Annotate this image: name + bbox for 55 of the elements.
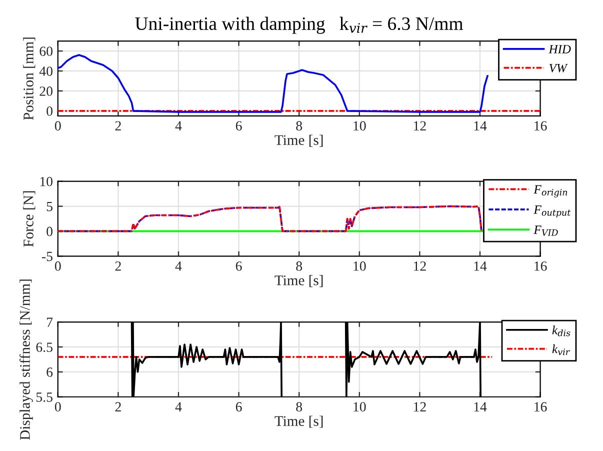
x-tick-label: 6 xyxy=(236,121,242,131)
legend-label: k$_{dis}$ xyxy=(552,326,570,336)
legend-label: VW xyxy=(549,64,568,72)
chart-title: Uni-inertia with damping k$_{vir}$ = 6.3 N/mm xyxy=(135,16,464,34)
y-tick-label: 0 xyxy=(46,226,52,236)
y-tick-label: 60 xyxy=(40,46,52,56)
x-tick-label: 12 xyxy=(414,121,426,130)
x-tick-label: 0 xyxy=(54,402,61,412)
y-tick-label: -5 xyxy=(42,252,52,262)
x-tick-label: 6 xyxy=(236,261,242,271)
legend-label: HID xyxy=(548,45,571,54)
y-tick-label: 10 xyxy=(40,176,52,186)
x-tick-label: 12 xyxy=(414,402,426,412)
x-tick-label: 2 xyxy=(115,261,121,271)
y-tick-label: 5 xyxy=(46,202,52,212)
y-tick-label: 5.5 xyxy=(36,392,52,402)
y-axis-title: Force [N] xyxy=(23,191,36,247)
y-axis-title: Displayed stiffness [N/mm] xyxy=(19,280,33,440)
x-tick-label: 4 xyxy=(175,121,182,130)
x-tick-label: 4 xyxy=(175,262,182,271)
x-tick-label: 10 xyxy=(354,261,366,271)
y-tick-label: 40 xyxy=(39,66,52,76)
x-tick-label: 8 xyxy=(296,261,302,271)
x-tick-label: 10 xyxy=(354,121,366,131)
y-tick-label: 6.5 xyxy=(36,342,52,352)
y-tick-label: 6 xyxy=(46,368,53,377)
x-axis-title: Time [s] xyxy=(274,275,323,288)
line-series xyxy=(58,54,488,113)
legend-label: F$_{origin}$ xyxy=(534,185,568,198)
x-tick-label: 16 xyxy=(534,121,547,131)
x-tick-label: 14 xyxy=(474,121,487,130)
legend-label: F$_{VID}$ xyxy=(534,226,558,236)
legend-label: F$_{output}$ xyxy=(534,206,571,218)
x-tick-label: 0 xyxy=(54,261,61,271)
x-tick-label: 8 xyxy=(296,402,302,412)
y-tick-label: 0 xyxy=(46,106,52,116)
x-tick-label: 16 xyxy=(534,402,547,412)
x-tick-label: 4 xyxy=(175,402,182,412)
x-axis-title: Time [s] xyxy=(274,416,323,428)
line-series xyxy=(58,205,482,232)
x-axis-title: Time [s] xyxy=(274,134,323,147)
x-tick-label: 2 xyxy=(115,121,121,130)
x-tick-label: 14 xyxy=(474,402,487,412)
x-tick-label: 8 xyxy=(296,121,302,131)
x-tick-label: 16 xyxy=(534,261,547,271)
y-tick-label: 7 xyxy=(47,318,53,327)
x-tick-label: 14 xyxy=(474,262,487,271)
y-tick-label: 20 xyxy=(40,86,52,96)
x-tick-label: 12 xyxy=(414,261,426,271)
x-tick-label: 10 xyxy=(354,402,366,412)
x-tick-label: 6 xyxy=(236,402,242,412)
x-tick-label: 2 xyxy=(115,402,121,412)
y-axis-title: Position [mm] xyxy=(23,38,36,120)
x-tick-label: 0 xyxy=(54,121,61,131)
legend-label: k$_{vir}$ xyxy=(552,344,570,356)
